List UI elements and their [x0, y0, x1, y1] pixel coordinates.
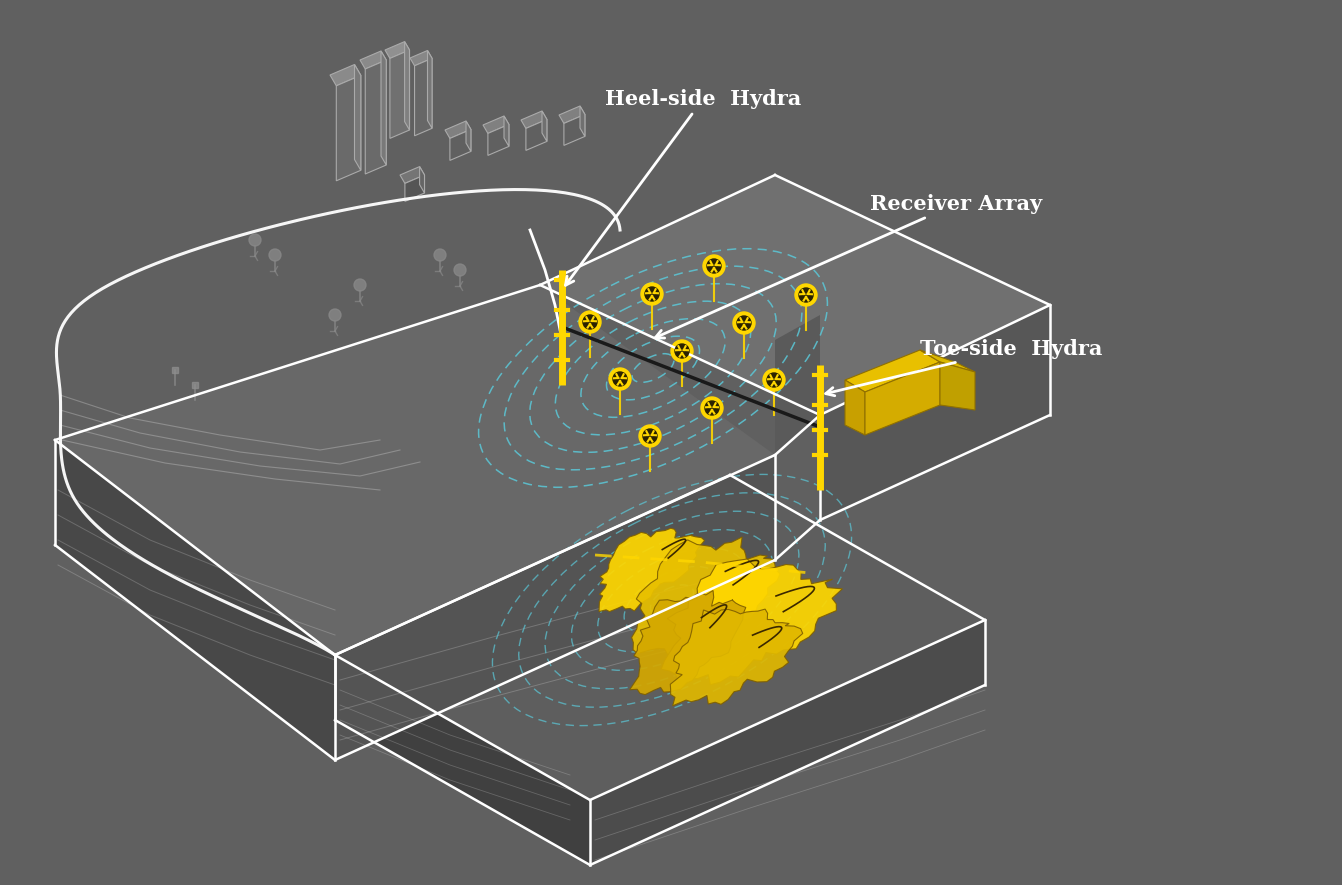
Circle shape — [641, 283, 663, 305]
Circle shape — [705, 401, 719, 415]
Polygon shape — [564, 114, 585, 145]
Circle shape — [613, 372, 627, 386]
Polygon shape — [428, 50, 432, 128]
Polygon shape — [415, 58, 432, 135]
Polygon shape — [411, 50, 432, 65]
Polygon shape — [670, 609, 803, 705]
Polygon shape — [483, 116, 509, 134]
Polygon shape — [55, 440, 336, 760]
Polygon shape — [330, 65, 361, 86]
Circle shape — [250, 234, 260, 246]
Polygon shape — [505, 116, 509, 146]
Circle shape — [329, 309, 341, 321]
Polygon shape — [450, 129, 471, 160]
Polygon shape — [405, 175, 424, 202]
Circle shape — [646, 287, 659, 301]
Text: Heel-side  Hydra: Heel-side Hydra — [565, 89, 801, 285]
Polygon shape — [539, 175, 1049, 415]
Polygon shape — [590, 620, 985, 865]
Polygon shape — [336, 655, 590, 865]
Polygon shape — [404, 42, 409, 130]
Polygon shape — [446, 121, 471, 138]
Circle shape — [643, 429, 658, 443]
Polygon shape — [337, 75, 361, 181]
Polygon shape — [521, 111, 548, 128]
Circle shape — [582, 315, 597, 329]
Circle shape — [764, 369, 785, 391]
Circle shape — [733, 312, 756, 334]
Polygon shape — [466, 121, 471, 151]
Circle shape — [707, 259, 721, 273]
Polygon shape — [632, 537, 780, 655]
Polygon shape — [55, 285, 774, 655]
Polygon shape — [354, 65, 361, 170]
Polygon shape — [488, 125, 509, 156]
Text: Receiver Array: Receiver Array — [655, 194, 1043, 338]
Circle shape — [433, 249, 446, 261]
Circle shape — [639, 425, 662, 447]
Circle shape — [454, 264, 466, 276]
Polygon shape — [400, 166, 424, 183]
Circle shape — [798, 288, 813, 302]
Polygon shape — [845, 380, 866, 435]
Polygon shape — [336, 455, 774, 760]
Circle shape — [701, 397, 723, 419]
Circle shape — [737, 316, 752, 330]
Circle shape — [768, 373, 781, 387]
Polygon shape — [866, 362, 939, 435]
Polygon shape — [526, 119, 548, 150]
Polygon shape — [385, 42, 409, 58]
Polygon shape — [542, 111, 548, 142]
Polygon shape — [921, 350, 976, 372]
Circle shape — [675, 344, 688, 358]
Polygon shape — [560, 106, 585, 123]
Text: Toe-side  Hydra: Toe-side Hydra — [825, 339, 1102, 396]
Polygon shape — [629, 590, 746, 695]
Circle shape — [609, 368, 631, 390]
Polygon shape — [774, 315, 820, 455]
Polygon shape — [391, 50, 409, 138]
Polygon shape — [365, 60, 386, 174]
Polygon shape — [845, 350, 939, 392]
Polygon shape — [599, 528, 705, 612]
Circle shape — [354, 279, 366, 291]
Polygon shape — [580, 106, 585, 136]
Circle shape — [671, 340, 692, 362]
Circle shape — [794, 284, 817, 306]
Circle shape — [703, 255, 725, 277]
Circle shape — [268, 249, 280, 261]
Polygon shape — [420, 166, 424, 193]
Polygon shape — [360, 51, 386, 69]
Polygon shape — [662, 559, 843, 685]
Polygon shape — [381, 51, 386, 165]
Polygon shape — [939, 362, 976, 410]
Polygon shape — [336, 475, 985, 800]
Polygon shape — [820, 305, 1049, 520]
Circle shape — [578, 311, 601, 333]
